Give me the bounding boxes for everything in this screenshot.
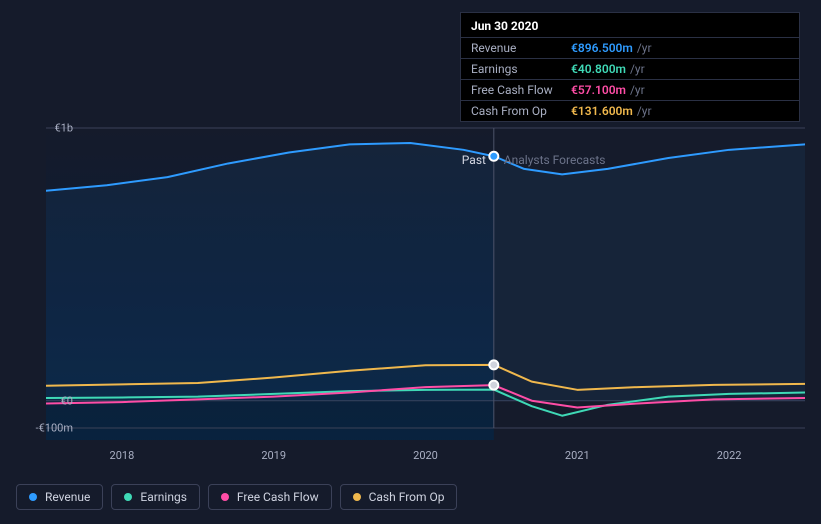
legend-dot bbox=[29, 493, 37, 501]
data-tooltip: Jun 30 2020 Revenue€896.500m/yrEarnings€… bbox=[460, 12, 800, 122]
tooltip-row-label: Cash From Op bbox=[471, 104, 571, 118]
legend-label: Free Cash Flow bbox=[237, 490, 319, 504]
x-axis-label: 2019 bbox=[261, 449, 286, 462]
tooltip-row-value: €131.600m bbox=[571, 104, 633, 118]
tooltip-row: Cash From Op€131.600m/yr bbox=[461, 100, 799, 121]
legend-item-earnings[interactable]: Earnings bbox=[111, 484, 200, 510]
tooltip-row-unit: /yr bbox=[637, 104, 652, 118]
financial-chart: €1b €0 -€100m 2018 2019 2020 2021 2022 Past An… bbox=[16, 0, 805, 470]
tooltip-row: Free Cash Flow€57.100m/yr bbox=[461, 79, 799, 100]
tooltip-row-label: Earnings bbox=[471, 62, 571, 76]
x-axis-label: 2018 bbox=[110, 449, 135, 462]
x-axis-label: 2022 bbox=[717, 449, 742, 462]
y-axis-label: -€100m bbox=[31, 422, 73, 435]
tooltip-row-label: Free Cash Flow bbox=[471, 83, 571, 97]
tooltip-row-unit: /yr bbox=[630, 62, 645, 76]
legend-label: Revenue bbox=[45, 490, 90, 504]
past-region-label: Past bbox=[462, 153, 486, 167]
tooltip-row: Earnings€40.800m/yr bbox=[461, 58, 799, 79]
legend-item-cash-from-op[interactable]: Cash From Op bbox=[340, 484, 458, 510]
tooltip-row: Revenue€896.500m/yr bbox=[461, 37, 799, 58]
legend-dot bbox=[221, 493, 229, 501]
x-axis-label: 2020 bbox=[413, 449, 438, 462]
y-axis-label: €1b bbox=[31, 122, 73, 135]
tooltip-row-value: €896.500m bbox=[571, 41, 633, 55]
tooltip-date: Jun 30 2020 bbox=[461, 19, 799, 37]
legend-label: Cash From Op bbox=[369, 490, 445, 504]
tooltip-row-unit: /yr bbox=[637, 41, 652, 55]
legend: Revenue Earnings Free Cash Flow Cash From O… bbox=[16, 484, 457, 510]
legend-dot bbox=[124, 493, 132, 501]
legend-dot bbox=[353, 493, 361, 501]
forecast-region-label: Analysts Forecasts bbox=[504, 153, 606, 167]
tooltip-row-unit: /yr bbox=[630, 83, 645, 97]
tooltip-row-value: €40.800m bbox=[571, 62, 626, 76]
x-axis-label: 2021 bbox=[565, 449, 590, 462]
legend-label: Earnings bbox=[140, 490, 187, 504]
tooltip-row-value: €57.100m bbox=[571, 83, 626, 97]
tooltip-row-label: Revenue bbox=[471, 41, 571, 55]
legend-item-revenue[interactable]: Revenue bbox=[16, 484, 103, 510]
legend-item-free-cash-flow[interactable]: Free Cash Flow bbox=[208, 484, 332, 510]
y-axis-label: €0 bbox=[31, 394, 73, 407]
